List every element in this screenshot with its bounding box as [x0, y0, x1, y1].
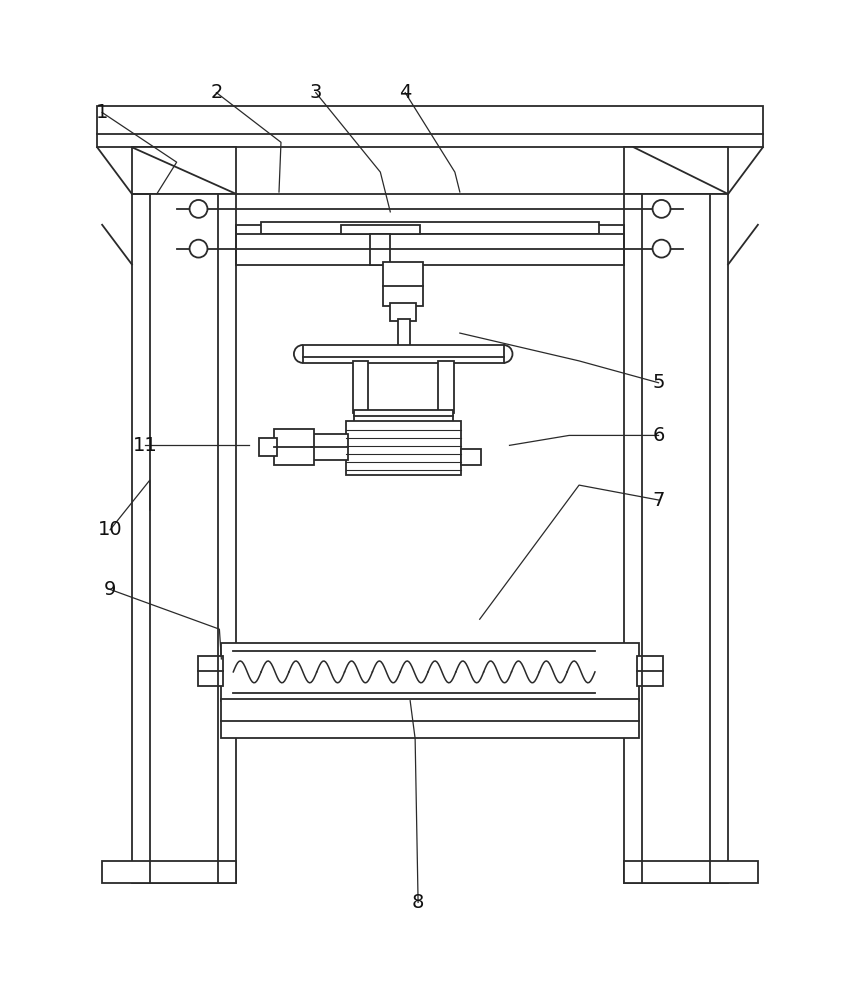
Bar [310, 434, 348, 460]
Bar [102, 861, 237, 883]
Bar [461, 449, 480, 465]
Bar [221, 643, 639, 701]
Text: 9: 9 [104, 580, 116, 599]
Bar [221, 699, 639, 738]
Bar [623, 194, 728, 883]
Bar [274, 429, 314, 465]
Bar [383, 262, 423, 306]
Bar [438, 361, 453, 413]
Bar [370, 234, 390, 265]
Bar [623, 861, 758, 883]
Bar [259, 438, 277, 456]
Bar [132, 147, 237, 194]
Bar [346, 421, 461, 475]
Bar [198, 656, 224, 686]
Text: 7: 7 [652, 491, 665, 510]
Text: 2: 2 [210, 83, 223, 102]
Bar [261, 222, 599, 234]
Circle shape [653, 200, 670, 218]
Bar [177, 194, 683, 225]
Circle shape [190, 240, 207, 258]
Circle shape [190, 200, 207, 218]
Bar [390, 303, 416, 321]
Bar [132, 194, 237, 883]
Text: 10: 10 [98, 520, 122, 539]
Bar [353, 361, 368, 413]
Text: 3: 3 [310, 83, 322, 102]
Text: 6: 6 [652, 426, 665, 445]
Bar [341, 225, 420, 234]
Text: 11: 11 [133, 436, 157, 455]
Text: 4: 4 [399, 83, 411, 102]
Bar [354, 410, 453, 422]
Bar [636, 656, 662, 686]
Bar [177, 234, 683, 265]
Circle shape [653, 240, 670, 258]
Bar [623, 147, 728, 194]
Bar [398, 319, 410, 351]
Text: 8: 8 [412, 893, 424, 912]
Bar [97, 106, 763, 147]
Text: 5: 5 [652, 373, 665, 392]
Bar [303, 345, 504, 363]
Text: 1: 1 [96, 103, 108, 122]
